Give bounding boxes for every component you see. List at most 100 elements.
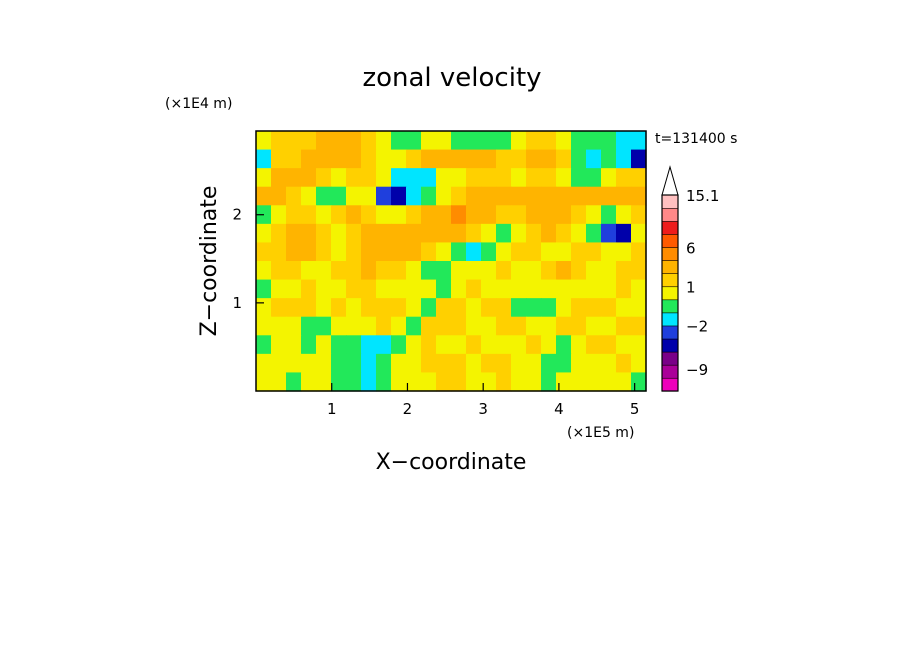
heatmap-cell xyxy=(616,149,632,169)
heatmap-cell xyxy=(601,261,617,281)
chart-title: zonal velocity xyxy=(362,63,541,93)
heatmap-cell xyxy=(331,261,347,281)
heatmap-cell xyxy=(451,205,467,225)
heatmap-cell xyxy=(346,298,362,318)
heatmap-cell xyxy=(331,298,347,318)
heatmap-cell xyxy=(496,242,512,262)
heatmap-cell xyxy=(346,242,362,262)
heatmap-cell xyxy=(541,186,557,206)
heatmap-cell xyxy=(301,242,317,262)
heatmap-cell xyxy=(496,353,512,374)
heatmap-cell xyxy=(586,205,602,225)
heatmap-cell xyxy=(496,205,512,225)
heatmap-cell xyxy=(301,261,317,281)
heatmap-cell xyxy=(421,353,437,374)
heatmap-cell xyxy=(256,372,272,392)
heatmap-cell xyxy=(286,279,302,299)
heatmap-cell xyxy=(346,353,362,374)
heatmap-cell xyxy=(361,298,377,318)
colorbar-label: 1 xyxy=(686,278,696,296)
heatmap-cell xyxy=(511,205,527,225)
heatmap-cell xyxy=(421,186,437,206)
heatmap-cell xyxy=(631,316,647,336)
heatmap-cell xyxy=(346,186,362,206)
heatmap-cell xyxy=(391,298,407,318)
heatmap-cell xyxy=(256,298,272,318)
heatmap-cell xyxy=(571,186,587,206)
heatmap-cell xyxy=(286,186,302,206)
heatmap-cell xyxy=(571,261,587,281)
heatmap-cell xyxy=(466,261,482,281)
heatmap-cell xyxy=(421,372,437,392)
heatmap-cell xyxy=(496,186,512,206)
heatmap-cell xyxy=(361,186,377,206)
heatmap-cell xyxy=(466,149,482,169)
heatmap-cell xyxy=(361,372,377,392)
heatmap-cell xyxy=(601,223,617,244)
heatmap-cell xyxy=(556,316,572,336)
heatmap-cell xyxy=(421,149,437,169)
heatmap-cell xyxy=(436,298,452,318)
heatmap-cell xyxy=(451,353,467,374)
heatmap-cell xyxy=(421,316,437,336)
heatmap-cell xyxy=(601,186,617,206)
heatmap-cell xyxy=(406,149,422,169)
heatmap-cell xyxy=(631,168,647,188)
heatmap-cell xyxy=(481,298,497,318)
heatmap-cell xyxy=(286,223,302,244)
heatmap-cell xyxy=(541,298,557,318)
heatmap-cell xyxy=(256,168,272,188)
heatmap-cell xyxy=(391,205,407,225)
heatmap-cell xyxy=(406,261,422,281)
heatmap-cell xyxy=(256,261,272,281)
heatmap-cell xyxy=(391,186,407,206)
heatmap-cell xyxy=(256,335,272,355)
heatmap-cell xyxy=(616,316,632,336)
heatmap-cell xyxy=(511,353,527,374)
heatmap-cell xyxy=(286,316,302,336)
heatmap-cell xyxy=(511,279,527,299)
heatmap-cell xyxy=(511,335,527,355)
heatmap-cell xyxy=(421,242,437,262)
heatmap-cell xyxy=(541,353,557,374)
heatmap-cell xyxy=(526,372,542,392)
heatmap-cell xyxy=(421,298,437,318)
heatmap-cell xyxy=(526,131,542,151)
heatmap-cell xyxy=(331,353,347,374)
heatmap-cell xyxy=(586,279,602,299)
x-tick-label: 1 xyxy=(327,400,337,418)
heatmap-cell xyxy=(346,168,362,188)
heatmap-cell xyxy=(271,261,287,281)
heatmap-cell xyxy=(541,205,557,225)
heatmap-cell xyxy=(406,223,422,244)
heatmap-cell xyxy=(466,168,482,188)
heatmap-cell xyxy=(256,149,272,169)
heatmap-cell xyxy=(421,335,437,355)
heatmap-cell xyxy=(496,261,512,281)
heatmap-cell xyxy=(556,279,572,299)
heatmap-cell xyxy=(256,223,272,244)
heatmap-cell xyxy=(436,279,452,299)
heatmap-cell xyxy=(301,205,317,225)
colorbar-label: −2 xyxy=(686,318,708,336)
heatmap-cell xyxy=(586,149,602,169)
heatmap-cell xyxy=(316,168,332,188)
y-scale-label: (×1E4 m) xyxy=(165,96,232,112)
heatmap-cell xyxy=(526,353,542,374)
heatmap-cell xyxy=(451,261,467,281)
colorbar-bin xyxy=(661,273,679,288)
heatmap-cell xyxy=(301,353,317,374)
heatmap-cell xyxy=(601,353,617,374)
heatmap-cell xyxy=(301,335,317,355)
heatmap-cell xyxy=(316,335,332,355)
heatmap-cell xyxy=(316,279,332,299)
colorbar-bin xyxy=(661,246,679,261)
heatmap-cell xyxy=(451,316,467,336)
heatmap-cell xyxy=(301,149,317,169)
heatmap-cell xyxy=(361,223,377,244)
heatmap-cell xyxy=(466,279,482,299)
heatmap-cell xyxy=(316,223,332,244)
heatmap-cell xyxy=(616,186,632,206)
heatmap-cell xyxy=(601,298,617,318)
heatmap-cell xyxy=(346,279,362,299)
